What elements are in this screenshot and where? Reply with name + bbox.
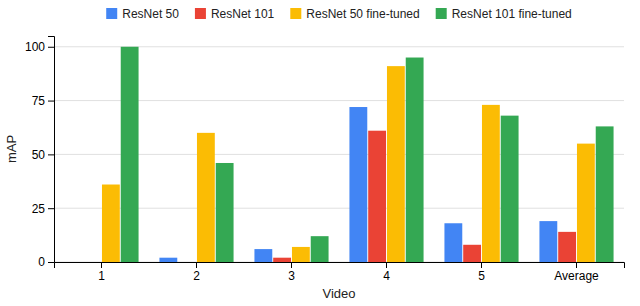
bar	[482, 105, 500, 262]
y-tick-mark	[48, 208, 54, 209]
x-tick-mark	[576, 262, 577, 268]
bar	[273, 258, 291, 262]
x-tick-label: Average	[554, 269, 599, 283]
y-tick-label: 75	[32, 94, 46, 108]
legend-item: ResNet 50 fine-tuned	[290, 7, 419, 21]
x-tick-label: 4	[383, 269, 390, 283]
bar	[197, 133, 215, 262]
y-tick-mark	[48, 101, 54, 102]
x-tick-label: 3	[288, 269, 295, 283]
x-tick: 3	[288, 262, 295, 283]
legend-item: ResNet 101 fine-tuned	[436, 7, 572, 21]
x-tick-label: 1	[98, 269, 105, 283]
grid	[54, 47, 624, 262]
legend-swatch	[106, 8, 117, 19]
y-tick: 25	[32, 202, 54, 216]
bar	[254, 249, 272, 262]
legend-swatch	[436, 8, 447, 19]
bar	[596, 126, 614, 262]
legend-swatch	[290, 8, 301, 19]
bar	[216, 163, 234, 262]
y-axis-line	[48, 37, 55, 263]
x-tick: 4	[383, 262, 390, 283]
x-tick-label: 5	[478, 269, 485, 283]
y-tick-label: 50	[32, 148, 46, 162]
bar	[558, 232, 576, 262]
grid-line	[54, 100, 624, 101]
bar	[64, 262, 82, 263]
bar-series	[102, 66, 595, 262]
x-axis-line	[55, 263, 625, 269]
x-tick-mark	[386, 262, 387, 268]
legend-swatch	[195, 8, 206, 19]
bar	[539, 221, 557, 262]
y-tick: 0	[38, 255, 54, 269]
y-axis: 0 25 50 75 100	[25, 37, 55, 270]
x-tick: Average	[554, 262, 599, 283]
x-tick: 2	[193, 262, 200, 283]
bar	[349, 107, 367, 262]
y-tick: 75	[32, 94, 54, 108]
y-tick-mark	[48, 262, 54, 263]
x-tick-mark	[481, 262, 482, 268]
legend-label: ResNet 101	[211, 7, 275, 21]
y-axis-title: mAP	[4, 135, 19, 163]
legend-label: ResNet 50	[122, 7, 179, 21]
legend-label: ResNet 101 fine-tuned	[452, 7, 572, 21]
bar	[178, 262, 196, 263]
plot-area: 0 25 50 75 100 1 2 3 4 5 Average	[25, 37, 625, 283]
y-tick: 100	[25, 40, 54, 54]
x-tick-mark	[196, 262, 197, 268]
grid-line	[54, 208, 624, 209]
bar	[577, 144, 595, 262]
grid-line	[54, 154, 624, 155]
y-tick: 50	[32, 148, 54, 162]
x-tick-label: 2	[193, 269, 200, 283]
legend-item: ResNet 50	[106, 7, 179, 21]
bar	[444, 223, 462, 262]
y-tick-label: 100	[25, 40, 45, 54]
x-tick: 5	[478, 262, 485, 283]
legend-item: ResNet 101	[195, 7, 275, 21]
x-tick: 1	[98, 262, 105, 283]
bar	[387, 66, 405, 262]
x-axis-title: Video	[322, 286, 355, 301]
bar	[121, 47, 139, 262]
bar	[501, 116, 519, 262]
y-tick-mark	[48, 47, 54, 48]
bar-series	[121, 47, 614, 262]
y-tick-mark	[48, 154, 54, 155]
grid-line	[54, 46, 624, 47]
bar-series	[273, 131, 576, 262]
legend: ResNet 50 ResNet 101 ResNet 50 fine-tuned R…	[106, 7, 572, 21]
bar	[463, 245, 481, 262]
bar	[368, 131, 386, 262]
bar	[406, 58, 424, 262]
bar	[83, 262, 101, 263]
bar	[292, 247, 310, 262]
bars	[102, 47, 614, 262]
x-axis: 1 2 3 4 5 Average	[55, 262, 625, 283]
x-tick-mark	[101, 262, 102, 268]
chart: 025507510012345AverageVideomAPResNet 50R…	[0, 0, 640, 306]
bar	[102, 185, 120, 262]
bar	[159, 258, 177, 262]
y-tick-label: 0	[38, 255, 45, 269]
x-tick-mark	[291, 262, 292, 268]
bar	[311, 236, 329, 262]
y-tick-label: 25	[32, 202, 46, 216]
legend-label: ResNet 50 fine-tuned	[306, 7, 419, 21]
